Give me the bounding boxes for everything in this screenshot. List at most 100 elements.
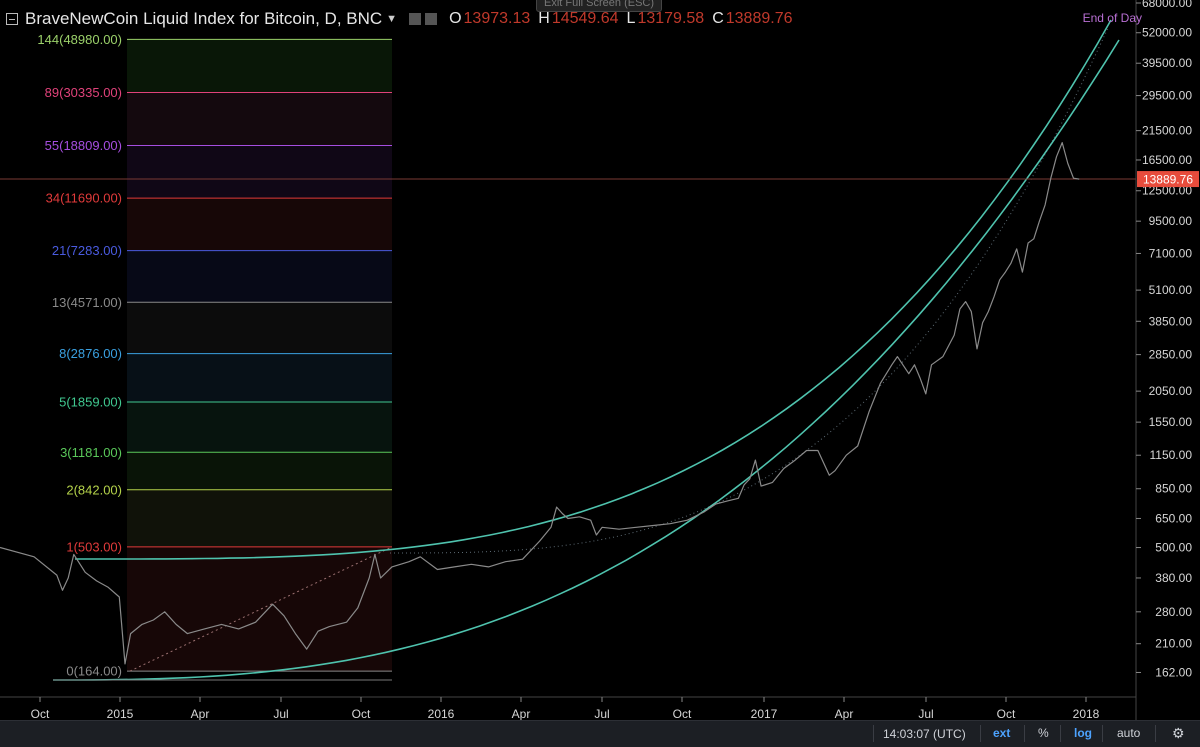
time-tick-label: Apr bbox=[512, 707, 531, 720]
fib-level-label: 13(4571.00) bbox=[52, 295, 122, 310]
gear-icon[interactable] bbox=[425, 13, 438, 25]
time-tick-label: 2017 bbox=[751, 707, 778, 720]
time-tick-label: Jul bbox=[918, 707, 933, 720]
fib-band bbox=[127, 39, 392, 93]
fib-band bbox=[127, 489, 392, 547]
price-tick-label: 162.00 bbox=[1155, 665, 1192, 679]
divider bbox=[873, 725, 874, 742]
exit-fullscreen-button[interactable]: Exit Full Screen (ESC) bbox=[536, 0, 663, 12]
low-label: L bbox=[626, 10, 636, 27]
ext-toggle[interactable]: ext bbox=[993, 726, 1011, 740]
fib-time-zone-bands bbox=[127, 39, 392, 672]
price-tick-label: 7100.00 bbox=[1149, 246, 1193, 260]
time-tick-label: Oct bbox=[352, 707, 371, 720]
last-price-label: 13889.76 bbox=[1143, 173, 1193, 187]
price-tick-label: 52000.00 bbox=[1142, 26, 1192, 40]
price-series bbox=[0, 142, 1080, 665]
log-toggle[interactable]: log bbox=[1074, 726, 1092, 740]
price-tick-label: 210.00 bbox=[1155, 637, 1192, 651]
fib-level-label: 89(30335.00) bbox=[45, 85, 122, 100]
price-tick-label: 650.00 bbox=[1155, 511, 1192, 525]
clock: 14:03:07 (UTC) bbox=[883, 727, 966, 741]
time-axis[interactable]: Oct 2015 Apr Jul Oct 2016 Apr Jul Oct 2017 Apr Jul O… bbox=[0, 696, 1136, 720]
time-tick-label: 2018 bbox=[1073, 707, 1100, 720]
high-label: H bbox=[538, 10, 550, 27]
price-tick-label: 1150.00 bbox=[1150, 448, 1193, 462]
time-tick-label: Oct bbox=[997, 707, 1016, 720]
divider bbox=[1102, 725, 1103, 742]
parabolic-channel bbox=[0, 19, 1136, 681]
time-tick-label: Jul bbox=[273, 707, 288, 720]
fib-level-label: 1(503.00) bbox=[66, 539, 122, 554]
channel-mid-dotted bbox=[390, 27, 1109, 554]
price-tick-label: 9500.00 bbox=[1149, 214, 1193, 228]
open-label: O bbox=[449, 10, 462, 27]
open-value: 13973.13 bbox=[463, 10, 531, 27]
close-label: C bbox=[712, 10, 724, 27]
price-tick-label: 12500.00 bbox=[1142, 184, 1192, 198]
price-axis[interactable]: 68000.00 52000.00 39500.00 29500.00 21500.00… bbox=[1135, 0, 1200, 720]
price-axis-bg bbox=[1136, 0, 1200, 720]
time-tick-label: Oct bbox=[673, 707, 692, 720]
time-tick-label: Jul bbox=[594, 707, 609, 720]
price-tick-label: 3850.00 bbox=[1149, 314, 1193, 328]
price-tick-label: 500.00 bbox=[1155, 541, 1192, 555]
fib-band bbox=[127, 452, 392, 490]
price-tick-label: 29500.00 bbox=[1142, 89, 1192, 103]
chevron-down-icon[interactable]: ▼ bbox=[386, 13, 398, 25]
price-tick-label: 380.00 bbox=[1155, 571, 1192, 585]
symbol-title[interactable]: BraveNewCoin Liquid Index for Bitcoin, D… bbox=[25, 9, 383, 28]
price-tick-label: 16500.00 bbox=[1142, 153, 1192, 167]
end-of-day-label: End of Day bbox=[1082, 11, 1142, 25]
price-tick-label: 2850.00 bbox=[1149, 348, 1193, 362]
gear-icon[interactable]: ⚙ bbox=[1172, 725, 1185, 741]
last-price-tag bbox=[1137, 171, 1199, 188]
bottom-toolbar: 14:03:07 (UTC) ext % log auto ⚙ bbox=[0, 720, 1200, 747]
fib-retracement: 144(48980.00) 89(30335.00) 55(18809.00) 34(… bbox=[37, 32, 393, 679]
fib-level-label: 55(18809.00) bbox=[45, 138, 122, 153]
time-tick-label: Apr bbox=[191, 707, 210, 720]
fib-band bbox=[127, 353, 392, 402]
collapse-icon[interactable] bbox=[6, 13, 18, 25]
divider bbox=[980, 725, 981, 742]
price-tick-label: 39500.00 bbox=[1142, 56, 1192, 70]
fib-band bbox=[127, 250, 392, 303]
channel-upper-curve bbox=[75, 19, 1112, 560]
fib-band bbox=[127, 302, 392, 354]
percent-toggle[interactable]: % bbox=[1038, 726, 1049, 740]
fib-level-label: 34(11690.00) bbox=[46, 191, 122, 206]
time-tick-label: Oct bbox=[31, 707, 50, 720]
fib-level-label: 0(164.00) bbox=[66, 664, 122, 679]
price-tick-label: 280.00 bbox=[1155, 605, 1192, 619]
fib-level-label: 2(842.00) bbox=[66, 482, 122, 497]
price-line bbox=[0, 142, 1080, 665]
fib-band bbox=[127, 92, 392, 146]
price-tick-label: 5100.00 bbox=[1149, 283, 1193, 297]
fib-level-label: 3(1181.00) bbox=[60, 445, 122, 460]
fib-level-label: 8(2876.00) bbox=[59, 346, 122, 361]
close-value: 13889.76 bbox=[725, 10, 793, 27]
time-tick-label: 2015 bbox=[107, 707, 134, 720]
fib-level-label: 5(1859.00) bbox=[59, 394, 122, 409]
price-tick-label: 68000.00 bbox=[1142, 0, 1192, 10]
fib-band bbox=[127, 401, 392, 453]
fib-level-label: 144(48980.00) bbox=[37, 32, 122, 47]
channel-lower-curve bbox=[53, 39, 1120, 681]
time-tick-label: 2016 bbox=[428, 707, 455, 720]
divider bbox=[1024, 725, 1025, 742]
chart-header: BraveNewCoin Liquid Index for Bitcoin, D… bbox=[0, 0, 1135, 38]
auto-toggle[interactable]: auto bbox=[1117, 726, 1141, 740]
price-tick-label: 21500.00 bbox=[1142, 124, 1192, 138]
divider bbox=[1155, 725, 1156, 742]
price-chart[interactable]: 144(48980.00) 89(30335.00) 55(18809.00) 34(… bbox=[0, 0, 1200, 720]
fib-level-label: 21(7283.00) bbox=[52, 243, 122, 258]
fib-trend-line bbox=[129, 546, 393, 672]
low-value: 13179.58 bbox=[637, 10, 705, 27]
settings-icon[interactable] bbox=[409, 13, 422, 25]
divider bbox=[1060, 725, 1061, 742]
high-value: 14549.64 bbox=[551, 10, 619, 27]
fib-band bbox=[127, 145, 392, 199]
price-tick-label: 1550.00 bbox=[1149, 415, 1193, 429]
fib-band bbox=[127, 198, 392, 251]
time-tick-label: Apr bbox=[835, 707, 854, 720]
